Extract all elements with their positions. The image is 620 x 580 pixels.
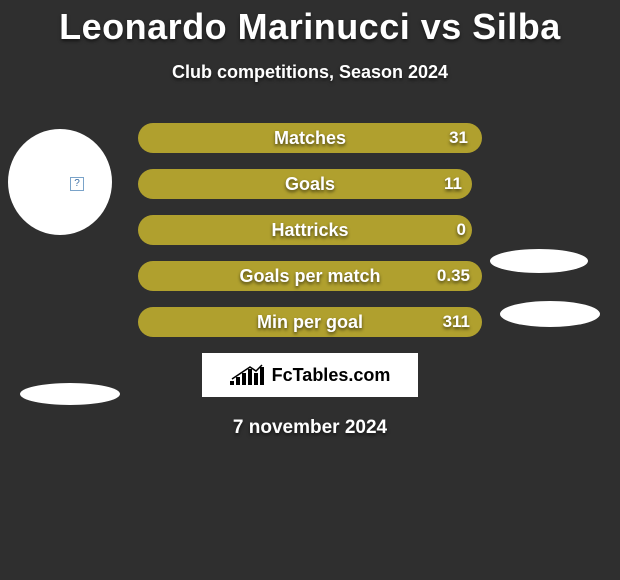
page-title: Leonardo Marinucci vs Silba bbox=[0, 0, 620, 48]
shadow-left bbox=[20, 383, 120, 405]
stat-value: 0.35 bbox=[437, 261, 470, 291]
shadow-right-2 bbox=[500, 301, 600, 327]
shadow-right-1 bbox=[490, 249, 588, 273]
stat-value: 11 bbox=[444, 169, 462, 199]
subtitle: Club competitions, Season 2024 bbox=[0, 62, 620, 83]
stats-stage: ? Matches31 Goals11 Hattricks0 Goals per ma… bbox=[0, 123, 620, 337]
fctables-logo: FcTables.com bbox=[202, 353, 418, 397]
missing-image-icon: ? bbox=[70, 177, 84, 191]
stat-label: Min per goal bbox=[138, 307, 482, 337]
stat-row: Matches31 bbox=[138, 123, 482, 153]
stat-bars: Matches31 Goals11 Hattricks0 Goals per matc… bbox=[138, 123, 482, 337]
stat-label: Goals per match bbox=[138, 261, 482, 291]
stat-label: Matches bbox=[138, 123, 482, 153]
player-avatar-left: ? bbox=[8, 129, 112, 235]
stat-row: Goals11 bbox=[138, 169, 482, 199]
logo-text: FcTables.com bbox=[272, 365, 391, 386]
date-caption: 7 november 2024 bbox=[0, 417, 620, 439]
stat-value: 0 bbox=[457, 215, 466, 245]
bar-chart-icon bbox=[230, 363, 266, 387]
stat-label: Goals bbox=[138, 169, 482, 199]
stat-label: Hattricks bbox=[138, 215, 482, 245]
stat-value: 311 bbox=[443, 307, 470, 337]
stat-row: Hattricks0 bbox=[138, 215, 482, 245]
stat-row: Min per goal311 bbox=[138, 307, 482, 337]
stat-row: Goals per match0.35 bbox=[138, 261, 482, 291]
stat-value: 31 bbox=[449, 123, 468, 153]
infographic-root: Leonardo Marinucci vs Silba Club competi… bbox=[0, 0, 620, 580]
